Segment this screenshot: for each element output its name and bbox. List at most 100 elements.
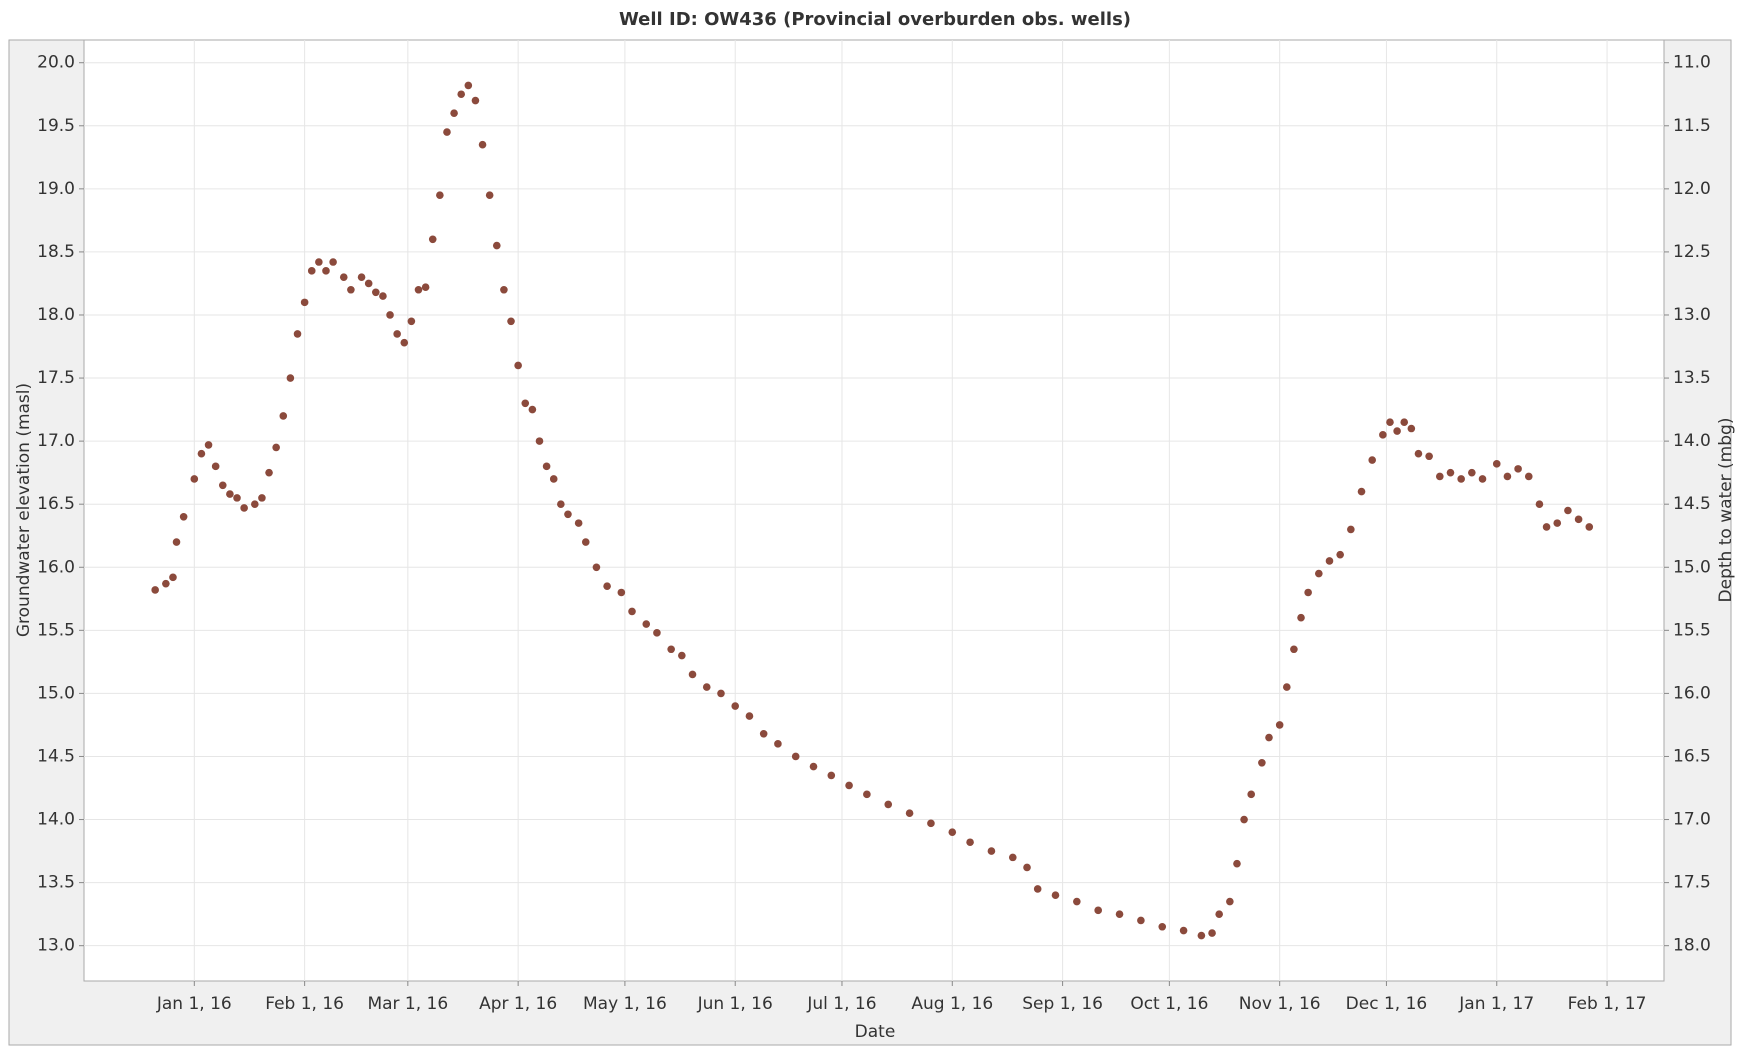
data-point bbox=[478, 140, 487, 149]
data-point bbox=[542, 462, 551, 471]
y2-tick-label: 11.0 bbox=[1673, 53, 1711, 73]
data-point bbox=[1336, 550, 1344, 559]
data-point bbox=[172, 538, 181, 546]
data-point bbox=[464, 81, 473, 90]
data-point bbox=[428, 235, 437, 244]
data-point bbox=[731, 702, 740, 710]
data-point bbox=[1051, 891, 1060, 900]
y2-tick-label: 16.5 bbox=[1673, 746, 1711, 766]
data-point bbox=[564, 510, 572, 519]
y-tick-label: 14.0 bbox=[37, 810, 75, 830]
data-point bbox=[379, 292, 387, 300]
data-point bbox=[1379, 431, 1387, 439]
data-point bbox=[364, 279, 373, 288]
data-point bbox=[1275, 721, 1284, 729]
data-point bbox=[1542, 523, 1551, 531]
data-point bbox=[1179, 926, 1188, 935]
data-point bbox=[1414, 449, 1423, 458]
data-point bbox=[322, 267, 330, 275]
data-point bbox=[421, 283, 430, 292]
x-tick-label: Jul 1, 16 bbox=[806, 994, 876, 1014]
x-tick-label: Jan 1, 17 bbox=[1458, 994, 1534, 1014]
data-point bbox=[265, 468, 273, 477]
data-point bbox=[774, 740, 782, 748]
data-point bbox=[827, 771, 836, 780]
data-point bbox=[204, 441, 213, 449]
data-point bbox=[1357, 487, 1366, 496]
data-point bbox=[293, 330, 302, 338]
x-tick-label: Feb 1, 17 bbox=[1568, 994, 1647, 1014]
data-point bbox=[549, 475, 558, 483]
y2-tick-label: 12.0 bbox=[1673, 179, 1711, 199]
y2-tick-label: 15.0 bbox=[1673, 557, 1711, 577]
data-point bbox=[717, 689, 725, 698]
y2-tick-label: 18.0 bbox=[1673, 936, 1711, 956]
data-point bbox=[987, 847, 996, 855]
y2-tick-label: 14.0 bbox=[1673, 431, 1711, 451]
data-point bbox=[1094, 906, 1102, 915]
x-tick-label: May 1, 16 bbox=[583, 994, 667, 1014]
data-point bbox=[1240, 815, 1248, 824]
data-point bbox=[1503, 472, 1512, 481]
data-point bbox=[1325, 557, 1334, 565]
x-tick-label: Jun 1, 16 bbox=[697, 994, 773, 1014]
data-point bbox=[535, 437, 544, 445]
x-tick-label: Aug 1, 16 bbox=[911, 994, 993, 1014]
y-tick-label: 17.0 bbox=[37, 431, 75, 451]
data-point bbox=[617, 588, 626, 597]
y-tick-label: 16.5 bbox=[37, 494, 75, 514]
data-point bbox=[1158, 922, 1167, 931]
data-point bbox=[251, 500, 259, 508]
data-point bbox=[197, 449, 206, 458]
data-point bbox=[347, 285, 355, 294]
data-point bbox=[1208, 929, 1216, 937]
data-point bbox=[809, 762, 818, 771]
data-point bbox=[1478, 475, 1487, 483]
data-point bbox=[791, 752, 800, 761]
data-point bbox=[443, 128, 451, 136]
data-point bbox=[450, 109, 458, 117]
data-point bbox=[667, 645, 675, 654]
data-point bbox=[1315, 569, 1323, 578]
y-tick-label: 15.5 bbox=[37, 620, 75, 640]
data-point bbox=[169, 573, 177, 582]
data-point bbox=[628, 607, 636, 616]
chart-title: Well ID: OW436 (Provincial overburden ob… bbox=[619, 9, 1131, 30]
y2-tick-label: 12.5 bbox=[1673, 242, 1711, 262]
data-point bbox=[702, 683, 711, 691]
data-point bbox=[1553, 519, 1562, 527]
data-point bbox=[1407, 424, 1416, 433]
data-point bbox=[514, 361, 522, 370]
x-tick-label: Feb 1, 16 bbox=[265, 994, 344, 1014]
data-point bbox=[948, 828, 957, 836]
data-point bbox=[218, 481, 227, 490]
data-point bbox=[436, 191, 444, 199]
x-tick-label: Oct 1, 16 bbox=[1130, 994, 1208, 1014]
data-point bbox=[557, 500, 565, 508]
x-tick-label: Dec 1, 16 bbox=[1346, 994, 1428, 1014]
x-tick-label: Nov 1, 16 bbox=[1239, 994, 1321, 1014]
data-point bbox=[179, 513, 188, 521]
data-point bbox=[507, 317, 515, 326]
data-point bbox=[1265, 733, 1273, 742]
data-point bbox=[162, 579, 170, 588]
data-point bbox=[863, 790, 871, 799]
y2-tick-label: 17.0 bbox=[1673, 810, 1711, 830]
data-point bbox=[759, 729, 768, 738]
data-point bbox=[233, 494, 241, 502]
x-tick-label: Sep 1, 16 bbox=[1022, 994, 1103, 1014]
y2-tick-label: 11.5 bbox=[1673, 116, 1711, 136]
y-tick-label: 19.5 bbox=[37, 116, 75, 136]
data-point bbox=[966, 838, 974, 847]
data-point bbox=[457, 90, 466, 99]
data-point bbox=[592, 563, 601, 572]
data-point bbox=[1425, 452, 1433, 461]
y2-tick-label: 13.5 bbox=[1673, 368, 1711, 388]
data-point bbox=[1585, 523, 1594, 531]
data-point bbox=[211, 462, 220, 471]
data-point bbox=[414, 285, 423, 294]
y2-axis-label: Depth to water (mbg) bbox=[1716, 418, 1736, 603]
data-point bbox=[190, 475, 199, 483]
data-point bbox=[1023, 863, 1031, 872]
